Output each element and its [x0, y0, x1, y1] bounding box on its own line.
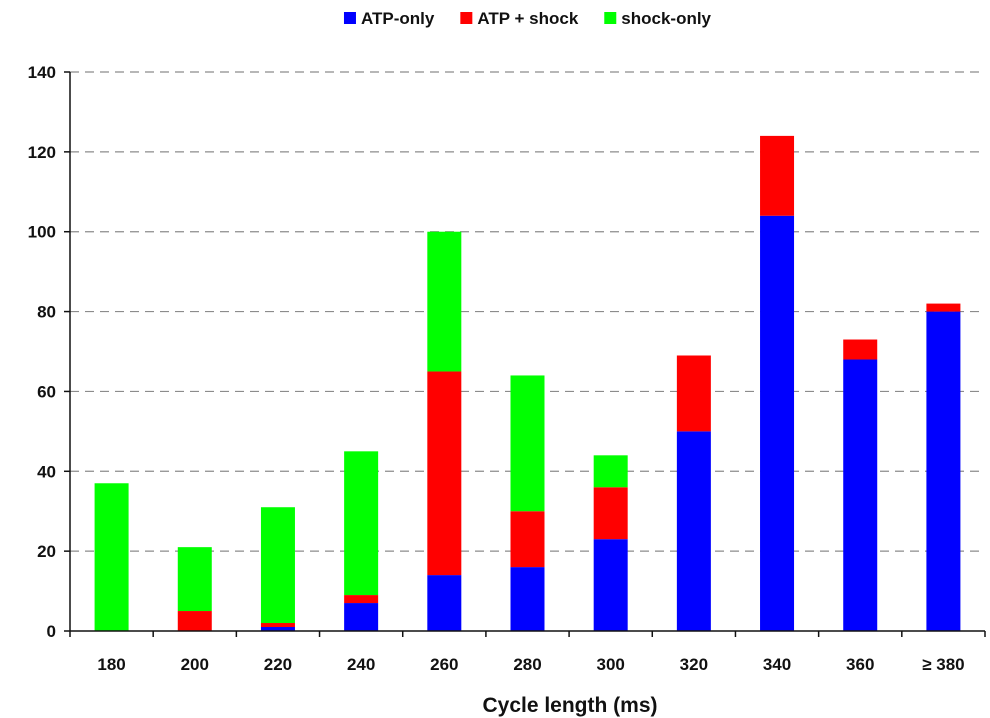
bar-segment-shock-only-200	[177, 547, 212, 612]
bar-segment-atp-only-300	[593, 539, 628, 631]
bar-segment-atp-only-240	[344, 603, 379, 631]
y-tick-labels: 0 20 40 60 80 100 120 140	[28, 63, 56, 641]
x-tick-label: ≥ 380	[922, 655, 964, 674]
bar-segment-atp-shock-340	[760, 135, 795, 216]
bar-segment-atp-only-380	[926, 311, 961, 631]
bar-segment-shock-only-300	[593, 455, 628, 488]
y-tick-label: 20	[37, 542, 56, 561]
legend-item-shock-only: shock-only	[604, 9, 712, 28]
x-tick-labels: 180 200 220 240 260 280 300 320 340 360 ≥ 380	[97, 655, 964, 674]
y-tick-label: 140	[28, 63, 56, 82]
legend-label: ATP + shock	[477, 9, 578, 28]
bar-segment-atp-only-280	[510, 567, 545, 631]
x-tick-label: 280	[513, 655, 541, 674]
bar-segment-atp-only-320	[676, 431, 711, 631]
legend-item-atp-shock: ATP + shock	[460, 9, 579, 28]
bar-segment-atp-only-360	[843, 359, 878, 631]
bar-segment-atp-shock-220	[260, 623, 295, 628]
x-tick-label: 360	[846, 655, 874, 674]
bar-segment-shock-only-260	[427, 231, 462, 372]
legend-label: ATP-only	[361, 9, 435, 28]
bar-segment-atp-only-260	[427, 575, 462, 631]
legend-swatch	[343, 12, 356, 24]
legend: ATP-only ATP + shock shock-only	[343, 9, 712, 28]
y-tick-label: 120	[28, 143, 56, 162]
legend-label: shock-only	[621, 9, 711, 28]
bar-segment-atp-shock-380	[926, 303, 961, 312]
bar-segment-atp-shock-300	[593, 487, 628, 540]
bar-segment-atp-shock-260	[427, 371, 462, 576]
y-tick-label: 40	[37, 462, 56, 481]
bar-segment-shock-only-220	[260, 507, 295, 624]
bar-segment-atp-only-220	[260, 627, 295, 631]
x-tick-label: 340	[763, 655, 791, 674]
x-tick-label: 240	[347, 655, 375, 674]
x-tick-label: 180	[97, 655, 125, 674]
legend-swatch	[604, 12, 617, 24]
y-tick-label: 0	[47, 622, 56, 641]
x-tick-label: 220	[264, 655, 292, 674]
bar-segment-shock-only-280	[510, 375, 545, 512]
legend-swatch	[460, 12, 473, 24]
x-tick-label: 320	[680, 655, 708, 674]
x-tick-label: 260	[430, 655, 458, 674]
x-axis-title: Cycle length (ms)	[482, 694, 657, 717]
legend-item-atp-only: ATP-only	[343, 9, 435, 28]
bar-segment-shock-only-180	[94, 483, 129, 631]
y-tick-label: 100	[28, 223, 56, 242]
bar-segment-shock-only-240	[344, 451, 379, 596]
x-tick-label: 300	[596, 655, 624, 674]
bar-segment-atp-shock-360	[843, 339, 878, 360]
y-tick-label: 60	[37, 382, 56, 401]
bar-segment-atp-shock-320	[676, 355, 711, 432]
bar-segment-atp-shock-200	[177, 611, 212, 631]
y-tick-label: 80	[37, 303, 56, 322]
axes	[64, 71, 986, 637]
x-tick-label: 200	[181, 655, 209, 674]
bars	[94, 135, 961, 631]
bar-segment-atp-only-340	[760, 215, 795, 631]
bar-segment-atp-shock-280	[510, 511, 545, 568]
bar-segment-atp-shock-240	[344, 595, 379, 604]
